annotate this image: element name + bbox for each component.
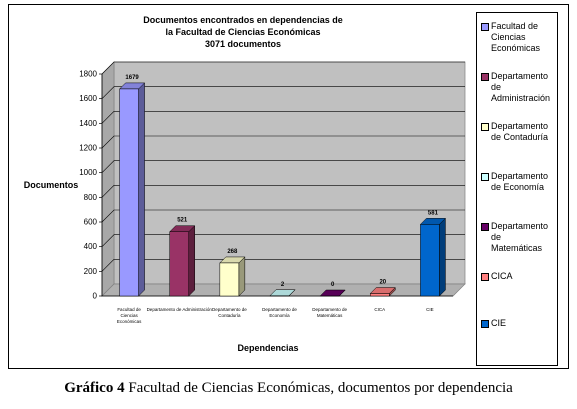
legend-label: Facultad de Ciencias Económicas [491, 21, 559, 54]
bar-value-label: 0 [331, 282, 335, 288]
x-category-label: Económicas [117, 319, 142, 324]
bar-front [219, 262, 240, 297]
chart-title-line-3: 3071 documentos [205, 39, 281, 49]
legend-label-line: Departamento [491, 121, 549, 131]
legend-swatch [481, 23, 489, 31]
bar-value-label: 20 [379, 280, 386, 286]
y-tick-label: 200 [84, 267, 98, 276]
legend-label-line: Económicas [491, 43, 541, 53]
x-category-label: Matemáticas [317, 313, 343, 318]
bar-value-label: 1679 [125, 75, 139, 81]
bar-value-label: 268 [227, 249, 238, 255]
legend-label-line: de [491, 232, 502, 242]
legend-label-line: de Contaduría [491, 132, 549, 142]
legend-label-line: de Economía [491, 182, 545, 192]
x-category-label: CIE [426, 307, 434, 312]
x-category-label: Contaduría [218, 313, 241, 318]
x-category-label: Facultad de [117, 307, 141, 312]
legend-label: CIE [491, 318, 559, 329]
bar [369, 286, 396, 297]
y-tick-label: 1200 [79, 144, 97, 153]
legend-label-line: Ciencias [491, 32, 526, 42]
legend-swatch [481, 223, 489, 231]
legend-label: Departamento de Matemáticas [491, 221, 559, 254]
legend-label-line: Matemáticas [491, 243, 543, 253]
legend-label: Departamento de Contaduría [491, 121, 559, 143]
legend-label-line: CICA [491, 271, 513, 281]
x-category-label: Departamento de [262, 307, 297, 312]
legend-swatch [481, 73, 489, 81]
bar [319, 289, 346, 297]
gridline [101, 234, 465, 247]
bar [118, 82, 146, 297]
gridline [101, 111, 465, 124]
x-category-label: Departamento de [312, 307, 347, 312]
gridline [101, 185, 465, 198]
legend: Facultad de Ciencias Económicas Departament… [476, 12, 558, 366]
y-tick-label: 1000 [79, 168, 97, 177]
bar-side [138, 82, 145, 297]
legend-swatch [481, 320, 489, 328]
gridline [101, 61, 465, 75]
x-category-label: CICA [374, 307, 385, 312]
bar-value-label: 581 [428, 210, 439, 216]
bar-front [370, 293, 390, 297]
legend-label: Departamento de Administración [491, 71, 559, 104]
legend-label-line: Departamento [491, 71, 549, 81]
gridline [101, 209, 465, 223]
bar-front [420, 224, 440, 297]
legend-label-line: Departamento [491, 221, 549, 231]
y-tick-label: 400 [84, 242, 98, 251]
bar-front [119, 88, 139, 297]
legend-label-line: Facultad de [491, 21, 539, 31]
y-axis-label: Documentos [24, 180, 79, 190]
bar-side [238, 256, 246, 297]
legend-swatch [481, 173, 489, 181]
legend-swatch [481, 273, 489, 281]
figure-caption: Gráfico 4 Facultad de Ciencias Económica… [0, 380, 577, 397]
legend-swatch [481, 123, 489, 131]
bar-front [169, 231, 189, 297]
bar [219, 256, 246, 297]
bar-value-label: 521 [177, 218, 188, 224]
bar [169, 225, 196, 297]
gridline [101, 160, 465, 173]
y-tick-label: 1600 [79, 94, 97, 103]
caption-text: Facultad de Ciencias Económicas, documen… [124, 380, 513, 396]
bar-side [439, 217, 446, 297]
x-axis-label: Dependencias [237, 343, 298, 353]
legend-label-line: de [491, 82, 502, 92]
y-tick-label: 0 [93, 292, 98, 301]
plot-back-wall [113, 61, 466, 285]
x-category-label: Economía [269, 313, 290, 318]
x-category-label: Departamento de [212, 307, 247, 312]
legend-label: Departamento de Economía [491, 171, 559, 193]
bar [419, 217, 447, 297]
chart-title-line-2: la Facultad de Ciencias Económicas [165, 27, 320, 37]
legend-label-line: Administración [491, 93, 551, 103]
y-tick-label: 1800 [79, 70, 97, 79]
gridline [101, 259, 465, 272]
gridline [101, 135, 465, 149]
y-tick-label: 600 [84, 218, 98, 227]
caption-label: Gráfico 4 [64, 380, 125, 396]
x-category-label: Departamento de Administración [147, 307, 213, 312]
bar [269, 289, 296, 297]
bar-value-label: 2 [281, 282, 285, 288]
chart-frame [8, 4, 569, 369]
chart-title-line-1: Documentos encontrados en dependencias d… [143, 15, 343, 25]
legend-label: CICA [491, 271, 559, 282]
gridline [101, 86, 465, 99]
legend-label-line: Departamento [491, 171, 549, 181]
bar-side [188, 225, 195, 297]
y-tick-label: 800 [84, 193, 98, 202]
x-category-label: Ciencias [120, 313, 138, 318]
y-tick-label: 1400 [79, 119, 97, 128]
legend-label-line: CIE [491, 318, 507, 328]
